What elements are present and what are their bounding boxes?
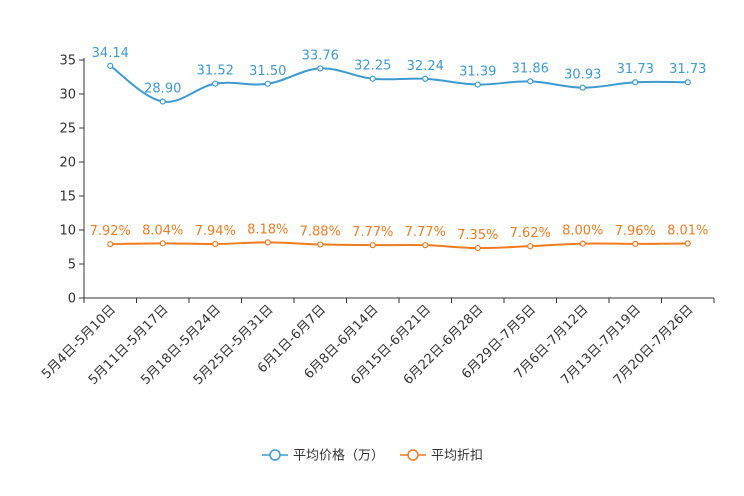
data-label-avg-price: 33.76 (302, 48, 339, 63)
data-point-avg-discount[interactable] (527, 243, 534, 250)
legend-item-avg-discount[interactable]: 平均折扣 (400, 449, 483, 464)
legend-marker-icon (407, 449, 419, 461)
data-point-avg-discount[interactable] (212, 240, 219, 248)
data-point-avg-discount[interactable] (632, 240, 639, 247)
data-label-avg-price: 31.73 (617, 62, 654, 77)
data-label-avg-discount: 7.35% (457, 228, 498, 243)
data-point-avg-price[interactable] (369, 75, 376, 82)
y-tick-label: 25 (59, 122, 76, 137)
data-point-avg-price[interactable] (684, 79, 691, 86)
data-point-avg-discount[interactable] (317, 241, 324, 248)
data-label-avg-price: 28.90 (144, 81, 181, 96)
y-tick-label: 0 (68, 292, 76, 307)
legend-item-avg-price[interactable]: 平均价格（万） (262, 448, 384, 464)
data-label-avg-discount: 7.96% (615, 224, 656, 239)
data-label-avg-price: 31.50 (249, 64, 286, 79)
data-label-avg-discount: 8.01% (667, 224, 708, 239)
data-point-avg-price[interactable] (527, 78, 534, 85)
y-tick-label: 5 (68, 258, 76, 273)
data-point-avg-price[interactable] (422, 75, 429, 82)
data-label-avg-discount: 7.77% (405, 225, 446, 240)
data-point-avg-discount[interactable] (159, 240, 166, 247)
data-point-avg-price[interactable] (632, 79, 639, 86)
data-point-avg-discount[interactable] (579, 240, 586, 247)
data-label-avg-discount: 7.92% (90, 224, 131, 239)
data-point-avg-price[interactable] (159, 98, 166, 105)
y-tick-label: 20 (59, 156, 76, 171)
y-tick-label: 15 (59, 190, 76, 205)
data-point-avg-discount[interactable] (684, 240, 691, 247)
y-tick-label: 10 (59, 224, 76, 239)
data-label-avg-price: 34.14 (92, 46, 129, 61)
data-label-avg-discount: 7.94% (195, 224, 236, 239)
data-point-avg-price[interactable] (474, 81, 481, 88)
data-point-avg-price[interactable] (264, 80, 271, 87)
data-label-avg-price: 31.39 (459, 65, 496, 80)
data-point-avg-price[interactable] (317, 65, 324, 72)
data-point-avg-discount[interactable] (474, 244, 481, 252)
data-point-avg-discount[interactable] (369, 242, 376, 249)
legend-marker-icon (269, 449, 281, 461)
data-point-avg-price[interactable] (579, 84, 586, 91)
series-line-avg-price (109, 65, 688, 103)
data-label-avg-discount: 7.62% (510, 226, 551, 241)
data-label-avg-discount: 8.18% (247, 222, 288, 237)
data-label-avg-price: 31.73 (669, 62, 706, 77)
data-point-avg-discount[interactable] (422, 242, 429, 249)
y-tick-label: 30 (59, 88, 76, 103)
legend-label: 平均折扣 (431, 449, 483, 464)
data-point-avg-discount[interactable] (107, 241, 114, 248)
data-label-avg-price: 30.93 (564, 68, 601, 83)
data-label-avg-discount: 7.77% (352, 225, 393, 240)
legend-label: 平均价格（万） (293, 448, 384, 464)
data-point-avg-price[interactable] (212, 80, 219, 87)
series-line-avg-discount (110, 241, 688, 250)
data-label-avg-discount: 8.04% (142, 223, 183, 238)
data-label-avg-price: 31.86 (512, 61, 549, 76)
data-label-avg-price: 31.52 (197, 64, 234, 79)
data-label-avg-discount: 8.00% (562, 224, 603, 239)
data-label-avg-discount: 7.88% (300, 224, 341, 239)
data-point-avg-price[interactable] (107, 62, 114, 69)
data-label-avg-price: 32.25 (354, 59, 391, 74)
data-point-avg-discount[interactable] (264, 239, 271, 246)
data-label-avg-price: 32.24 (407, 59, 444, 74)
y-tick-label: 35 (59, 54, 76, 69)
